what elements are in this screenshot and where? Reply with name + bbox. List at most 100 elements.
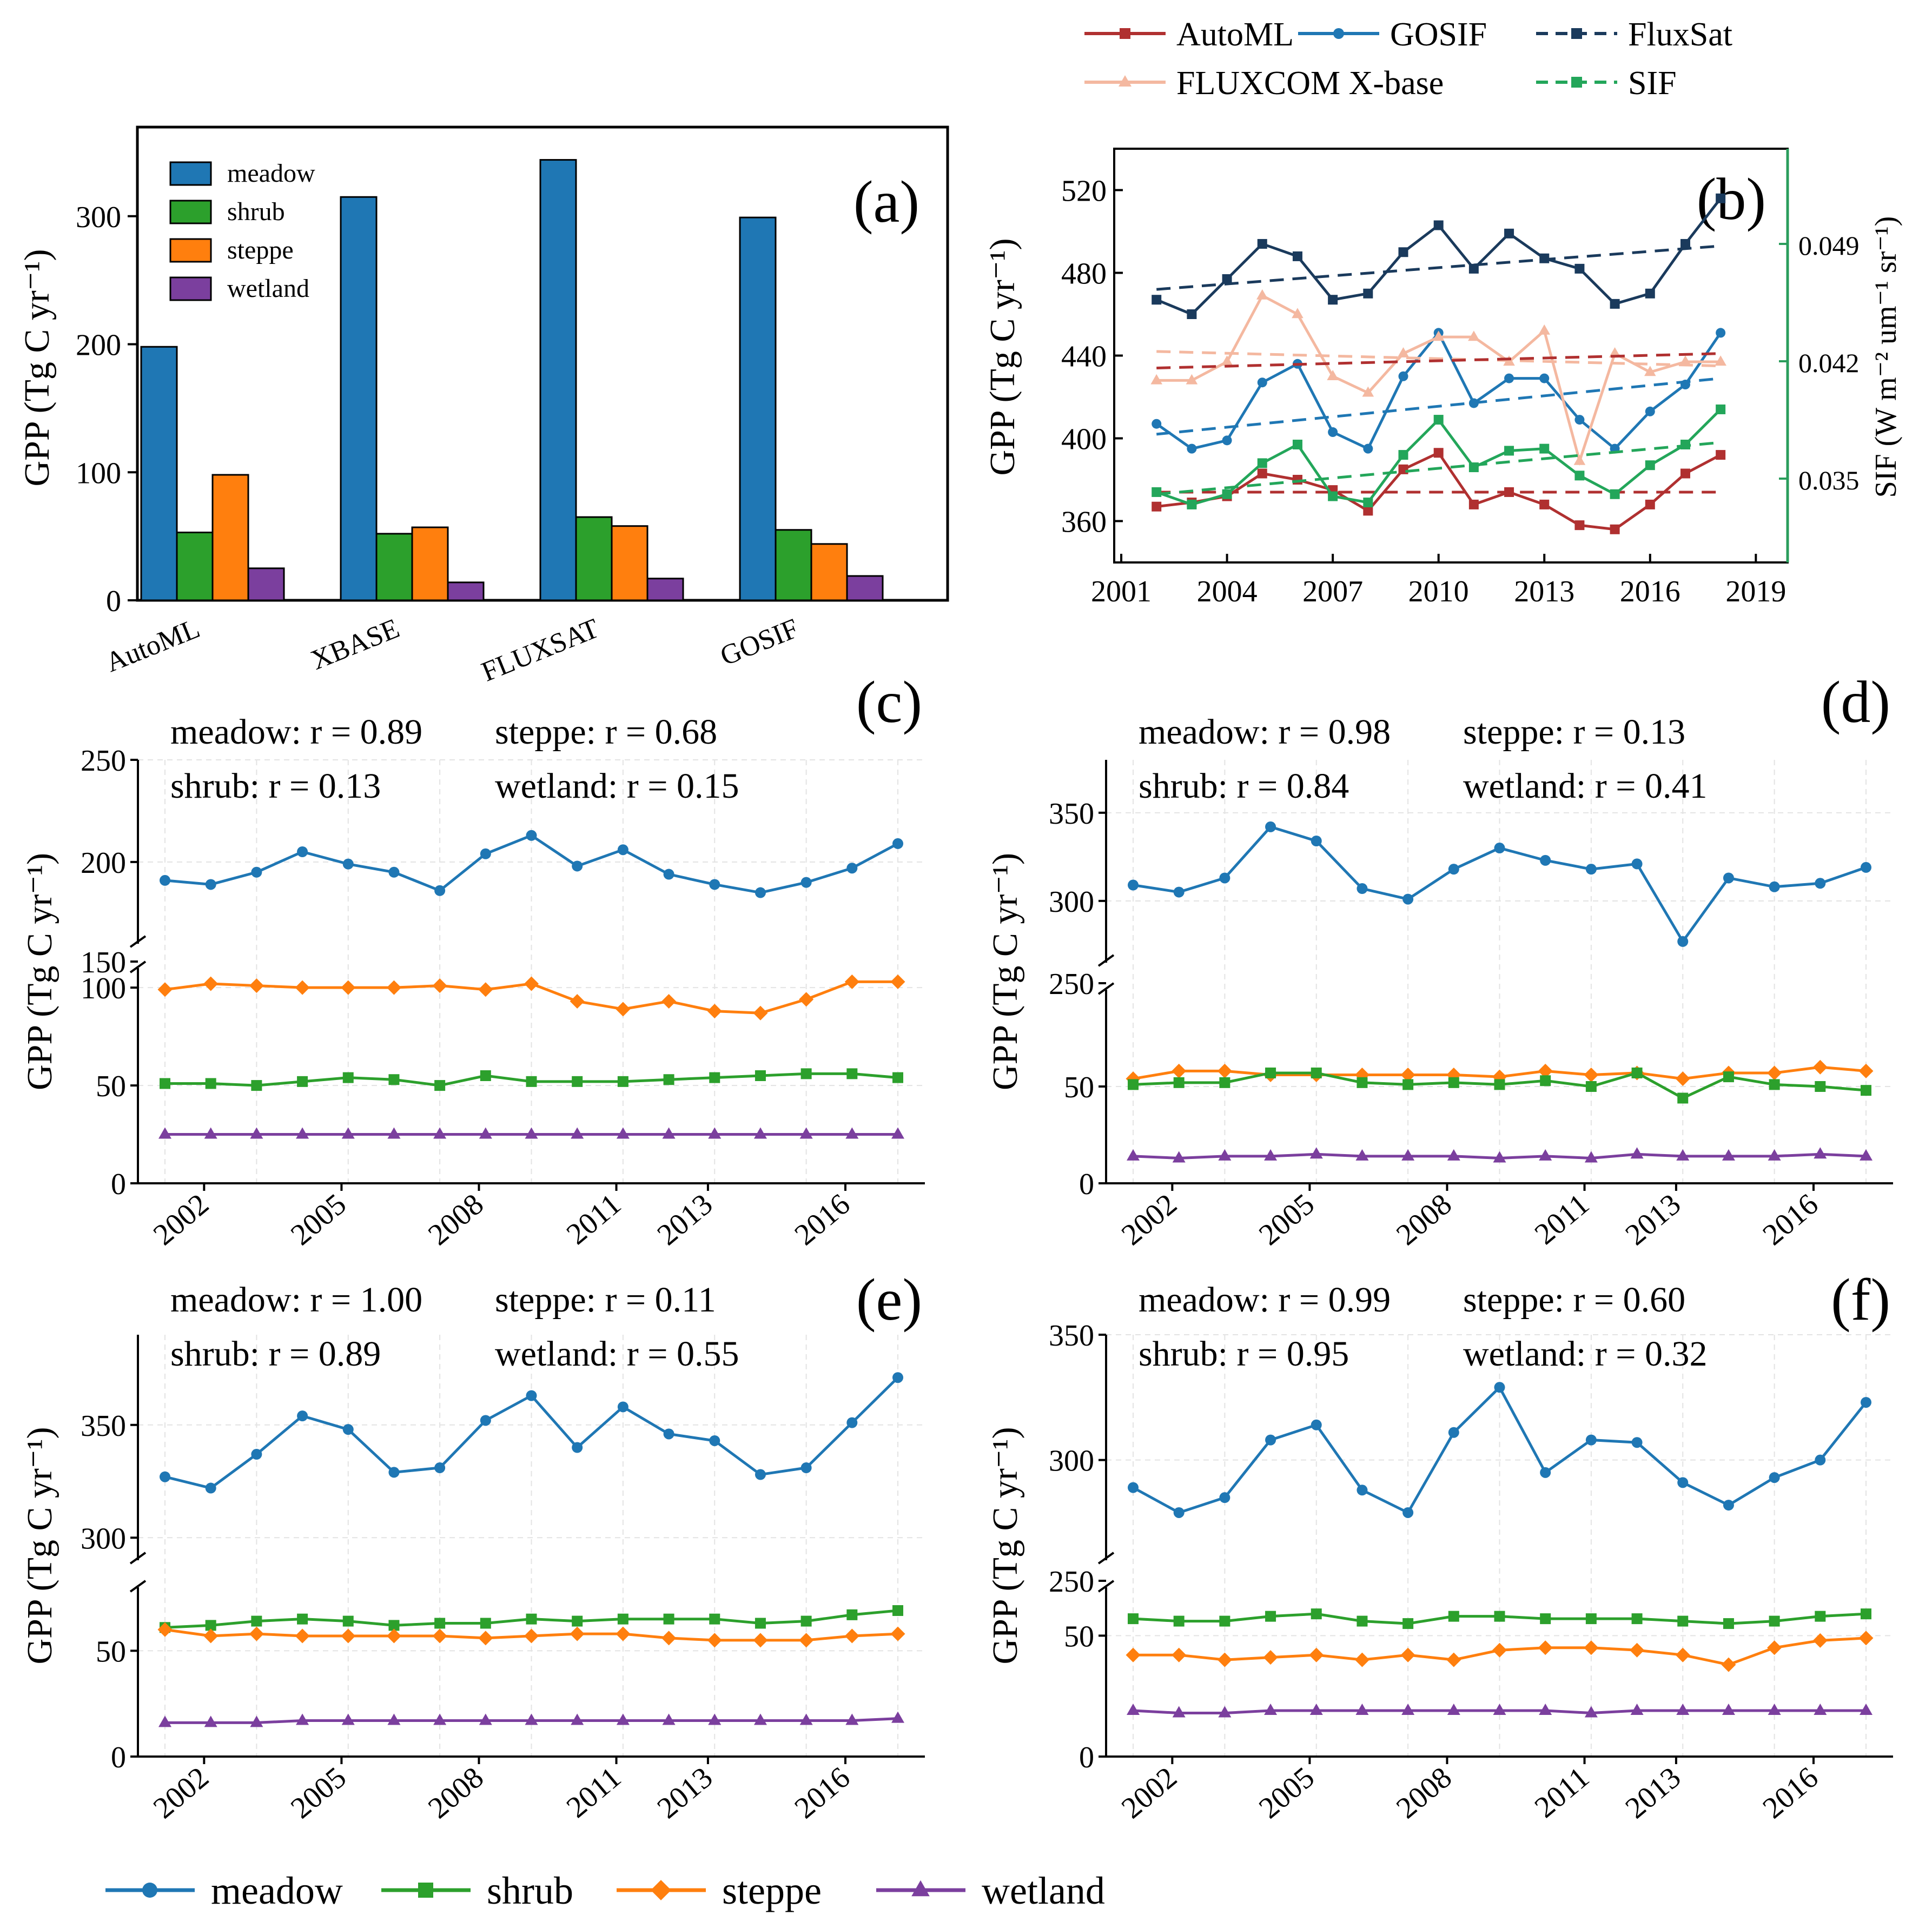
data-point (570, 994, 585, 1009)
data-point (1448, 864, 1459, 875)
data-point (1217, 1652, 1232, 1667)
data-point (1769, 1615, 1780, 1627)
bottom-legend-item: shrub (381, 1869, 573, 1912)
data-point (1265, 821, 1276, 832)
legend-marker (1120, 28, 1130, 39)
series-wetland (1127, 1704, 1873, 1718)
data-point (846, 1609, 858, 1620)
data-point (1584, 1706, 1598, 1718)
data-point (661, 1631, 677, 1646)
legend-label: FLUXCOM X-base (1176, 65, 1444, 102)
data-point (1585, 864, 1597, 875)
y-axis-label: GPP (Tg C yr⁻¹) (985, 1427, 1025, 1664)
data-point (1128, 1482, 1139, 1493)
y-tick-label: 400 (1061, 423, 1107, 456)
data-point (753, 1713, 767, 1725)
data-point (1397, 347, 1410, 357)
data-point (1219, 872, 1230, 884)
data-point (250, 1715, 263, 1727)
data-point (1540, 854, 1551, 866)
data-point (800, 1462, 812, 1474)
data-point (1645, 406, 1655, 416)
data-point (1539, 253, 1550, 263)
data-point (1858, 1631, 1874, 1646)
series-shrub (160, 1068, 903, 1091)
data-point (846, 863, 858, 874)
data-point (386, 980, 401, 995)
data-point (1721, 1657, 1736, 1672)
stat-wetland: wetland: r = 0.15 (495, 766, 739, 806)
stat-steppe: steppe: r = 0.11 (495, 1280, 716, 1320)
data-point (1539, 499, 1550, 509)
series-meadow (160, 1372, 903, 1494)
data-point (1292, 251, 1302, 261)
data-point (892, 838, 903, 849)
data-point (1128, 1079, 1139, 1090)
data-point (1173, 1615, 1185, 1627)
series-automl-trend-2 (1156, 352, 1721, 369)
data-point (1222, 274, 1232, 284)
data-point (1187, 309, 1197, 319)
stat-meadow: meadow: r = 1.00 (170, 1280, 422, 1320)
data-point (1433, 415, 1444, 425)
data-point (800, 877, 812, 888)
data-point (1257, 238, 1267, 249)
data-point (388, 1620, 400, 1631)
y-tick-label: 50 (1064, 1071, 1094, 1104)
data-point (158, 1127, 171, 1139)
data-point (1172, 1151, 1186, 1163)
y-tick-label: 250 (1049, 968, 1094, 1001)
data-point (1716, 450, 1726, 460)
data-point (1398, 450, 1408, 460)
y-tick-label: 50 (96, 1635, 126, 1668)
legend-marker (142, 1883, 157, 1898)
bar-wetland-xbase (447, 581, 485, 601)
data-point (1357, 1077, 1368, 1088)
data-point (1363, 498, 1373, 508)
stat-meadow: meadow: r = 0.98 (1139, 712, 1391, 752)
y-axis-label: GPP (Tg C yr⁻¹) (20, 1427, 59, 1664)
data-point (1539, 1704, 1552, 1715)
legend-swatch (169, 200, 212, 224)
legend-label: meadow (211, 1869, 343, 1912)
data-point (1675, 1647, 1690, 1662)
data-point (799, 1127, 813, 1139)
legend-label: steppe (722, 1869, 822, 1912)
data-point (1309, 1147, 1323, 1159)
data-point (662, 1713, 676, 1725)
series-shrub (1128, 1608, 1871, 1629)
data-point (1398, 247, 1408, 257)
data-point (1257, 468, 1267, 479)
data-point (755, 1070, 766, 1081)
data-point (1574, 520, 1585, 531)
x-tick-label: 2019 (1725, 575, 1786, 608)
legend: meadow shrub steppe wetland (169, 159, 315, 303)
data-point (1187, 443, 1197, 454)
y-tick-label: 0 (1079, 1741, 1094, 1774)
data-point (388, 866, 400, 878)
data-point (434, 1618, 446, 1629)
data-point (1152, 419, 1162, 429)
data-point (709, 1072, 720, 1083)
data-point (1677, 1615, 1689, 1627)
data-point (1723, 872, 1734, 884)
data-point (204, 1127, 217, 1139)
data-point (1645, 288, 1655, 299)
legend-label: shrub (227, 197, 285, 226)
data-point (572, 1615, 583, 1627)
data-point (480, 1070, 491, 1081)
series-meadow (160, 830, 903, 898)
data-point (616, 1626, 631, 1641)
data-point (572, 1442, 583, 1453)
legend-swatch (169, 276, 212, 301)
data-point (480, 848, 491, 859)
stat-shrub: shrub: r = 0.89 (170, 1334, 381, 1374)
bar-steppe-automl (211, 474, 249, 601)
data-point (1861, 1608, 1871, 1620)
y-tick-label: 0 (1079, 1168, 1094, 1201)
series-steppe (1126, 1059, 1874, 1086)
data-point (1309, 1647, 1324, 1662)
y-axis-label: GPP (Tg C yr⁻¹) (17, 249, 57, 486)
data-point (892, 1372, 903, 1383)
data-point (297, 846, 308, 857)
